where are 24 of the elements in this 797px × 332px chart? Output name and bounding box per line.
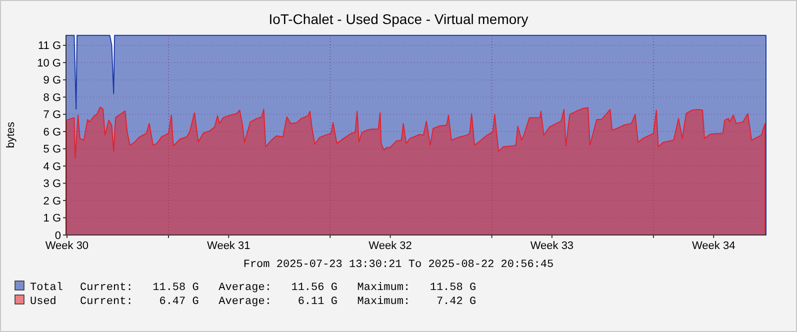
y-tick-label: 8 G: [43, 92, 61, 104]
x-tick-label: Week 34: [692, 240, 736, 252]
x-tick-label: Week 33: [530, 240, 574, 252]
text: From 2025-07-23 13:30:21 To 2025-08-22 20:56:45: [243, 259, 554, 271]
text: Current: 11.58 G Average: 11.56 G Maximum: 11.58 G: [80, 282, 476, 294]
y-tick-label: 1 G: [43, 212, 61, 225]
legend-label: Used: [30, 296, 56, 308]
y-tick-label: 4 G: [43, 160, 61, 173]
y-tick-label: 3 G: [43, 178, 61, 190]
text: Current: 6.47 G Average: 6.11 G Maximum: 7.42 G: [80, 296, 476, 308]
legend-label: Total: [30, 282, 64, 294]
y-tick-label: 0: [54, 230, 61, 242]
y-tick-label: 11 G: [38, 40, 61, 52]
y-tick-label: 9 G: [43, 74, 61, 87]
y-tick-label: 6 G: [43, 126, 61, 138]
x-tick-label: Week 30: [45, 240, 89, 252]
y-tick-label: 5 G: [43, 144, 61, 156]
chart-title: IoT-Chalet - Used Space - Virtual memory: [268, 11, 528, 27]
y-tick-label: 7 G: [43, 109, 61, 122]
y-axis-title: bytes: [5, 121, 17, 148]
x-tick-label: Week 32: [368, 240, 412, 252]
y-tick-label: 2 G: [43, 195, 61, 208]
y-tick-label: 10 G: [37, 57, 61, 70]
x-tick-label: Week 31: [207, 240, 250, 252]
